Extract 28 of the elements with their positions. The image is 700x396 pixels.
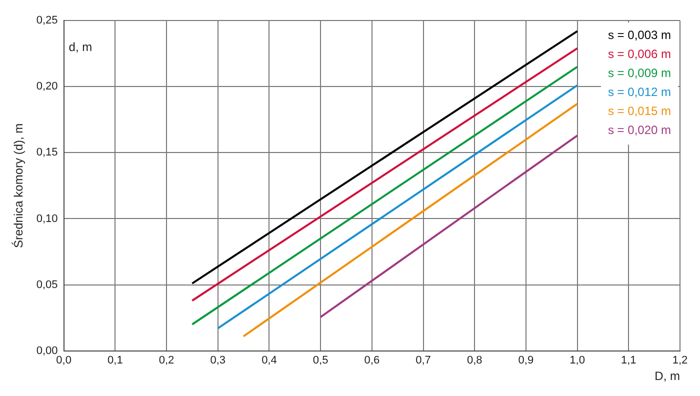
x-tick-label: 1,2 (672, 354, 688, 366)
x-tick-label: 0,0 (56, 354, 72, 366)
x-tick-label: 0,8 (466, 354, 482, 366)
x-tick-label: 0,3 (210, 354, 226, 366)
y-tick-label: 0,00 (36, 344, 58, 357)
y-tick-label: 0,15 (36, 146, 58, 159)
x-tick-label: 0,1 (108, 354, 123, 366)
y-tick-label: 0,05 (36, 278, 58, 291)
x-tick-label: 0,9 (518, 354, 534, 366)
x-tick-label: 1,1 (621, 354, 636, 366)
x-tick-label: 0,5 (312, 354, 328, 366)
y-tick-label: 0,10 (36, 212, 58, 225)
text: s = 0,015 m (608, 104, 672, 118)
x-tick-label: 0,7 (416, 354, 431, 366)
text: s = 0,003 m (608, 28, 672, 42)
x-tick-label: 0,4 (262, 354, 277, 366)
text: s = 0,012 m (608, 84, 672, 99)
x-tick-label: 1,0 (570, 354, 585, 366)
x-axis-title: D, m (654, 369, 680, 384)
y-tick-label: 0,25 (36, 14, 58, 27)
annotation: d, m (68, 40, 92, 54)
text: s = 0,020 m (608, 122, 672, 137)
text: s = 0,009 m (608, 66, 672, 80)
text: s = 0,006 m (608, 46, 672, 61)
y-axis-title: Średnica komory (d), m (12, 123, 26, 248)
x-tick-label: 0,6 (364, 354, 380, 366)
y-tick-label: 0,20 (36, 80, 58, 93)
x-tick-label: 0,2 (158, 354, 174, 366)
